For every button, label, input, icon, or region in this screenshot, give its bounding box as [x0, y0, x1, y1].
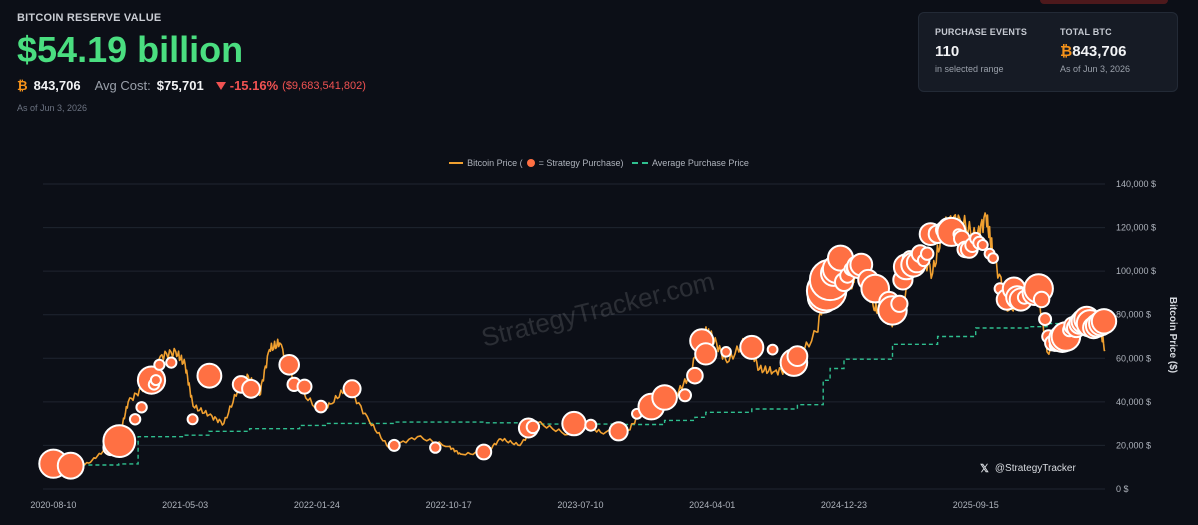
reserve-header: BITCOIN RESERVE VALUE $54.19 billion ₿ 8… [17, 12, 366, 113]
y-tick-label: 80,000 $ [1116, 310, 1151, 320]
purchase-marker [1038, 312, 1053, 327]
purchase-marker [278, 354, 301, 376]
chart-legend: Bitcoin Price ( = Strategy Purchase) Ave… [0, 156, 1198, 168]
down-triangle-icon [215, 81, 226, 90]
x-tick-label: 2023-07-10 [557, 500, 603, 510]
chart-grid [43, 183, 1105, 490]
average-price-layer [53, 322, 1106, 466]
legend-item-price[interactable]: Bitcoin Price ( = Strategy Purchase) [449, 158, 623, 168]
as-of-date: As of Jun 3, 2026 [17, 103, 88, 113]
purchase-events-stat: PURCHASE EVENTS 110 in selected range [935, 27, 1027, 74]
average-price-line [53, 322, 1106, 466]
purchase-marker [651, 384, 678, 411]
purchase-marker [387, 438, 401, 452]
purchase-marker [766, 343, 779, 356]
purchase-marker [584, 418, 598, 432]
purchase-marker [196, 362, 223, 389]
purchase-marker [678, 388, 692, 403]
change-percent: -15.16% [229, 78, 279, 93]
purchase-events-value: 110 [935, 43, 960, 60]
credit-handle: @StrategyTracker [994, 463, 1076, 474]
change-indicator: -15.16% ($9,683,541,802) [215, 78, 366, 93]
total-btc-stat: TOTAL BTC ₿843,706 As of Jun 3, 2026 [1060, 27, 1130, 74]
purchase-marker [56, 451, 85, 480]
purchase-marker [1090, 308, 1118, 335]
purchase-dot-icon [526, 159, 535, 167]
purchase-marker [429, 441, 442, 454]
average-dash-swatch [631, 162, 648, 164]
purchase-marker [342, 379, 362, 399]
purchase-marker [314, 399, 328, 414]
reserve-value: $54.19 billion [17, 29, 244, 70]
y-tick-label: 40,000 $ [1116, 397, 1151, 407]
change-amount: ($9,683,541,802) [282, 79, 366, 92]
purchase-marker [102, 424, 137, 459]
purchase-marker [686, 366, 704, 385]
purchase-marker [694, 342, 718, 366]
total-btc-sub: As of Jun 3, 2026 [1060, 64, 1131, 74]
legend-price-label-a: Bitcoin Price ( [467, 158, 523, 168]
y-tick-label: 0 $ [1116, 484, 1129, 494]
btc-holdings: 843,706 [33, 78, 81, 93]
x-tick-label: 2020-08-10 [30, 500, 76, 510]
y-tick-label: 60,000 $ [1116, 353, 1151, 363]
purchase-marker [920, 246, 935, 261]
purchase-events-sub: in selected range [935, 64, 1004, 74]
legend-price-label-b: = Strategy Purchase) [538, 158, 624, 168]
purchase-marker [153, 358, 166, 371]
purchase-marker [525, 419, 541, 435]
bitcoin-icon: ₿ [1060, 43, 1073, 60]
total-btc-label: TOTAL BTC [1060, 27, 1112, 37]
x-tick-label: 2022-10-17 [426, 500, 472, 510]
purchase-marker [296, 378, 313, 395]
price-line-swatch [449, 162, 464, 164]
y-tick-label: 20,000 $ [1116, 440, 1151, 450]
y-axis-label: Bitcoin Price ($) [1167, 297, 1178, 373]
credit[interactable]: 𝕏 @StrategyTracker [980, 462, 1076, 475]
purchase-marker [561, 410, 587, 437]
purchase-marker [739, 334, 765, 360]
purchase-markers-layer [38, 216, 1118, 480]
purchase-marker [976, 239, 989, 251]
purchase-marker [186, 413, 199, 426]
reserve-stats: ₿ 843,706 Avg Cost: $75,701 -15.16% ($9,… [17, 78, 366, 93]
y-tick-label: 140,000 $ [1116, 179, 1156, 189]
x-tick-label: 2021-05-03 [162, 500, 208, 510]
x-tick-label: 2025-09-15 [953, 500, 999, 510]
purchase-events-label: PURCHASE EVENTS [935, 27, 1028, 37]
y-axis: 0 $ 20,000 $ 40,000 $ 60,000 $ 80,000 $ 100,0… [1116, 179, 1156, 494]
purchase-marker [149, 374, 162, 387]
purchase-marker [608, 421, 629, 442]
total-btc-value: 843,706 [1072, 43, 1127, 60]
watermark-text: StrategyTracker.com [478, 266, 717, 353]
avg-cost-label: Avg Cost: [94, 78, 151, 93]
purchase-marker [165, 356, 178, 369]
purchase-marker [890, 294, 909, 313]
x-logo-icon: 𝕏 [980, 463, 989, 475]
y-tick-label: 100,000 $ [1116, 266, 1156, 276]
avg-cost-value: $75,701 [156, 78, 204, 93]
purchase-marker [786, 345, 809, 368]
legend-item-average[interactable]: Average Purchase Price [631, 158, 749, 168]
x-tick-label: 2024-12-23 [821, 500, 867, 510]
purchase-marker [1032, 290, 1051, 309]
x-tick-label: 2024-04-01 [689, 500, 735, 510]
purchase-marker [475, 443, 493, 461]
purchase-marker [241, 378, 261, 399]
y-tick-label: 120,000 $ [1116, 223, 1156, 233]
purchase-marker [135, 401, 148, 414]
legend-average-label: Average Purchase Price [651, 158, 749, 168]
summary-card: PURCHASE EVENTS 110 in selected range TO… [918, 12, 1178, 92]
total-btc-value-wrap: ₿843,706 [1060, 43, 1130, 60]
bitcoin-icon: ₿ [17, 78, 28, 93]
top-accent-glow [1040, 0, 1168, 4]
x-tick-label: 2022-01-24 [294, 500, 340, 510]
x-axis: 2020-08-10 2021-05-03 2022-01-24 2022-10-17… [30, 500, 998, 510]
purchase-marker [128, 413, 142, 426]
reserve-title: BITCOIN RESERVE VALUE [17, 12, 162, 24]
purchase-marker [987, 252, 999, 265]
purchase-marker [720, 346, 732, 358]
